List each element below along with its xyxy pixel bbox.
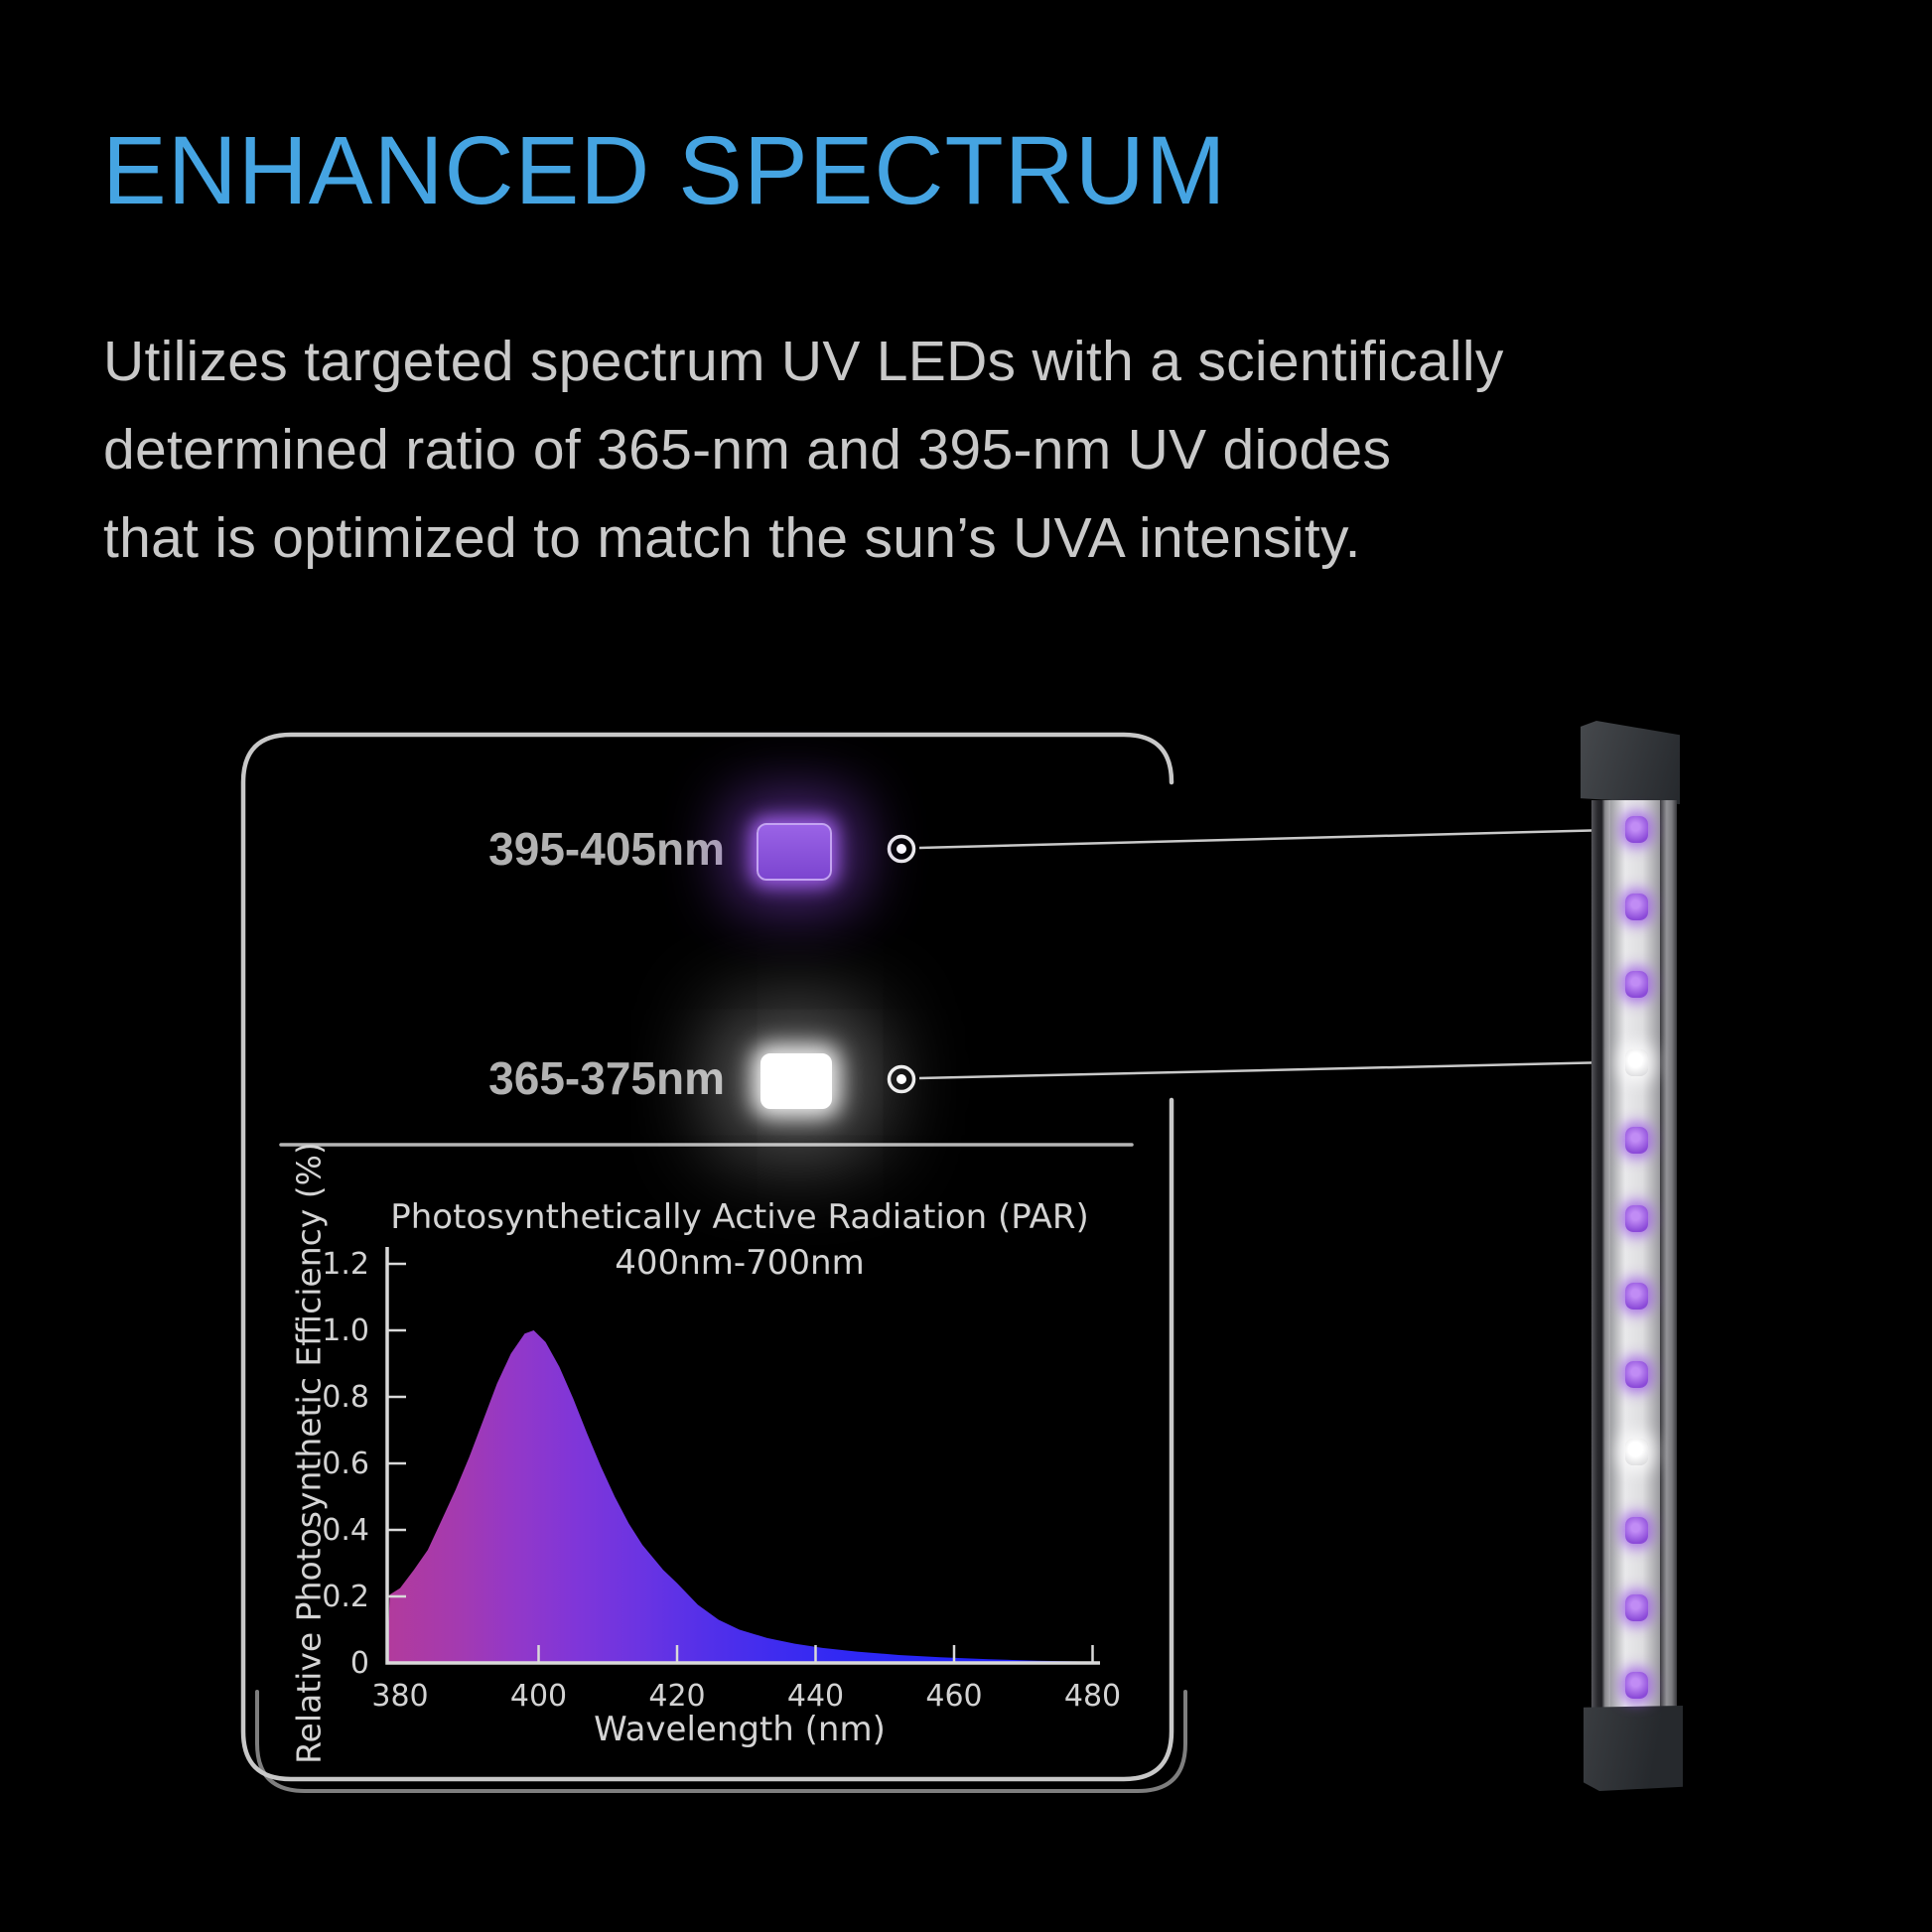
led-swatch-white <box>760 1053 832 1109</box>
y-tick-label: 0.8 <box>322 1380 369 1415</box>
led-bar-bottom-cap <box>1584 1706 1683 1791</box>
purple-led-diode <box>1625 1672 1648 1699</box>
chart-title: Photosynthetically Active Radiation (PAR… <box>390 1197 1089 1237</box>
purple-led-diode <box>1625 1283 1648 1310</box>
purple-led-diode <box>1625 1127 1648 1154</box>
spectrum-area <box>387 1330 1093 1663</box>
chart-subtitle: 400nm-700nm <box>615 1243 865 1283</box>
leader-line-395 <box>918 828 1612 850</box>
x-tick-label: 420 <box>648 1679 705 1714</box>
panel-shadow-border <box>255 1690 1187 1793</box>
x-tick-label: 440 <box>787 1679 844 1714</box>
y-tick-label: 0 <box>350 1646 369 1681</box>
description-line: Utilizes targeted spectrum UV LEDs with … <box>103 330 1504 393</box>
leader-line-365 <box>918 1060 1612 1080</box>
y-tick-label: 0.4 <box>322 1513 369 1548</box>
leader-circle-365 <box>887 1064 916 1094</box>
panel-outline <box>240 732 1174 1782</box>
y-tick-label: 1.2 <box>322 1247 369 1282</box>
y-tick-label: 0.2 <box>322 1580 369 1614</box>
purple-led-diode <box>1625 816 1648 843</box>
x-tick-label: 480 <box>1064 1679 1121 1714</box>
led-swatch-purple <box>757 823 832 881</box>
x-tick-label: 460 <box>925 1679 982 1714</box>
led-bar-top-cap <box>1581 721 1680 804</box>
purple-led-diode <box>1625 1517 1648 1544</box>
purple-led-diode <box>1625 1594 1648 1621</box>
leader-circle-395 <box>887 834 916 864</box>
purple-led-diode <box>1625 1361 1648 1388</box>
chart-axes <box>385 1247 1100 1665</box>
white-led-diode <box>1625 1049 1648 1076</box>
y-tick-label: 1.0 <box>322 1313 369 1348</box>
description-line: that is optimized to match the sun’s UVA… <box>103 506 1361 570</box>
x-tick-label: 380 <box>371 1679 428 1714</box>
y-tick-label: 0.6 <box>322 1447 369 1481</box>
chart-y-axis-label: Relative Photosynthetic Efficiency (%) <box>289 1142 329 1764</box>
led-bar-channel <box>1610 800 1660 1710</box>
purple-led-diode <box>1625 1205 1648 1232</box>
chart-x-axis-label: Wavelength (nm) <box>594 1710 886 1749</box>
chart-title-block: Photosynthetically Active Radiation (PAR… <box>343 1194 1137 1286</box>
description: Utilizes targeted spectrum UV LEDs with … <box>103 318 1504 583</box>
purple-led-diode <box>1625 894 1648 920</box>
x-tick-label: 400 <box>510 1679 567 1714</box>
white-led-diode <box>1625 1439 1648 1465</box>
callout-label-365: 365-375nm <box>488 1052 725 1104</box>
chart-ticks: 0 0.2 0.4 0.6 0.8 1.0 1.2 380 400 420 440 460 480 <box>322 1247 1121 1714</box>
page-title: ENHANCED SPECTRUM <box>102 116 1227 224</box>
callout-label-395: 395-405nm <box>488 823 725 875</box>
purple-led-diode <box>1625 971 1648 998</box>
description-line: determined ratio of 365-nm and 395-nm UV… <box>103 418 1392 482</box>
